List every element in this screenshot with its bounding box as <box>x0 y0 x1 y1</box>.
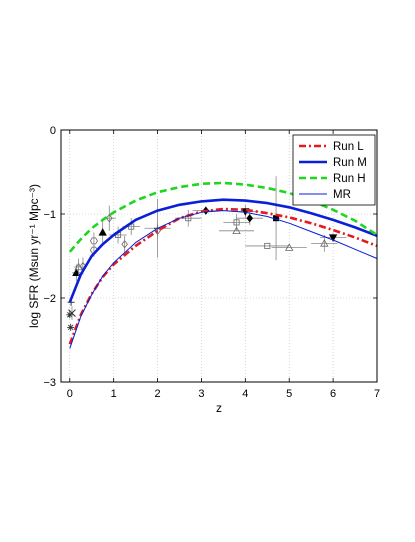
data-point-filled-triangle-up <box>98 219 107 246</box>
plot-frame <box>60 129 378 383</box>
marker-shape <box>285 243 294 251</box>
marker-shape <box>98 228 107 236</box>
x-tick-label: 6 <box>330 388 336 400</box>
y-tick-label: 0 <box>50 125 56 137</box>
x-tick-label: 1 <box>111 388 117 400</box>
legend-label: Run L <box>333 141 364 153</box>
model-curves <box>68 181 378 349</box>
data-point-asterisk <box>67 323 75 331</box>
marker-shape <box>68 309 76 317</box>
marker-shape <box>246 214 254 223</box>
marker-shape <box>121 240 128 249</box>
axis-ticks: 0 1 2 3 4 5 6 7 −3 −2 −1 0 <box>43 125 380 400</box>
legend-label: MR <box>333 189 351 201</box>
legend: Run L Run M Run H MR <box>292 134 376 206</box>
marker-shape <box>232 226 241 235</box>
marker-shape <box>320 239 329 247</box>
x-tick-label: 2 <box>154 388 160 400</box>
series-line-run-m <box>68 198 378 303</box>
marker-shape <box>264 242 271 249</box>
data-point-open-triangle-up <box>219 226 255 235</box>
data-point-open-square <box>245 242 290 249</box>
data-point-cross <box>68 306 76 320</box>
data-point-open-diamond <box>121 235 128 253</box>
legend-label: Run M <box>333 157 367 169</box>
marker-shape <box>328 234 338 242</box>
x-tick-label: 7 <box>374 388 380 400</box>
legend-box <box>292 134 376 206</box>
y-tick-label: −1 <box>43 209 56 221</box>
x-tick-label: 3 <box>198 388 204 400</box>
series-line-run-l <box>68 207 378 345</box>
marker-shape <box>105 214 113 223</box>
x-tick-label: 4 <box>242 388 248 400</box>
x-axis-title: z <box>216 401 222 415</box>
legend-label: Run H <box>333 173 366 185</box>
marker-shape <box>67 323 75 331</box>
y-tick-label: −3 <box>43 377 56 389</box>
data-point-filled-diamond <box>236 211 263 225</box>
x-tick-label: 0 <box>67 388 73 400</box>
marker-shape <box>72 268 81 277</box>
marker-shape <box>89 237 98 245</box>
series-line-mr <box>69 210 378 349</box>
data-point-open-triangle-up <box>271 243 307 251</box>
x-tick-label: 5 <box>286 388 292 400</box>
marker-shape <box>233 219 240 226</box>
y-tick-label: −2 <box>43 293 56 305</box>
data-point-filled-triangle-down <box>319 233 347 242</box>
y-axis-title: log SFR (Msun yr⁻¹ Mpc⁻³) <box>27 184 41 328</box>
